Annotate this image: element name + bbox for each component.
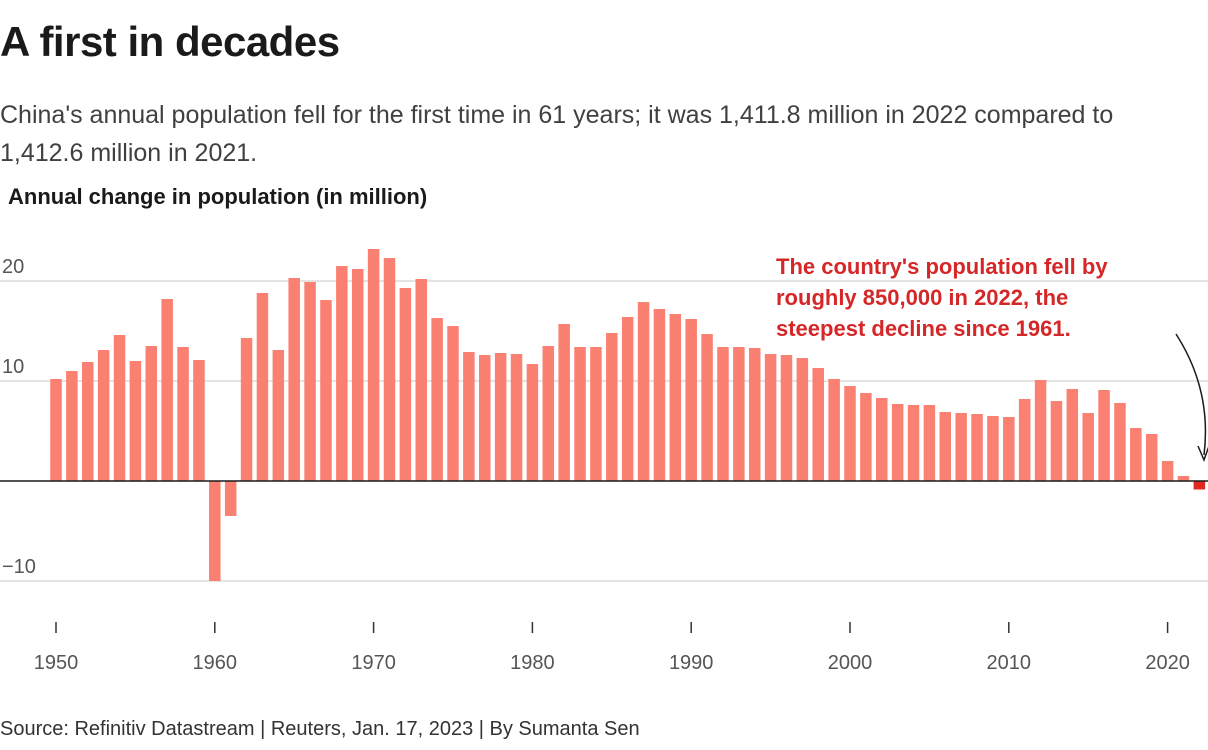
bar-1966 <box>304 282 316 481</box>
bar-1960 <box>209 481 221 581</box>
bar-2007 <box>955 413 967 481</box>
y-tick-label: −10 <box>2 556 36 578</box>
x-tick-label: 1950 <box>34 652 79 674</box>
bar-2006 <box>939 412 952 481</box>
x-tick-label: 2010 <box>987 652 1032 674</box>
bar-1974 <box>431 318 443 481</box>
bar-1995 <box>764 354 777 481</box>
annotation-text: The country's population fell by <box>776 254 1108 279</box>
bar-1972 <box>399 288 412 481</box>
bar-1961 <box>224 481 237 516</box>
bar-1988 <box>653 309 666 481</box>
bar-1955 <box>129 361 142 481</box>
bar-1969 <box>351 269 364 481</box>
bar-2021 <box>1177 476 1190 481</box>
bar-1999 <box>828 379 840 481</box>
bar-2014 <box>1066 389 1079 481</box>
bar-2009 <box>987 416 999 481</box>
bar-2002 <box>876 398 888 481</box>
bar-1956 <box>145 346 158 481</box>
bar-1984 <box>590 347 602 481</box>
bar-2010 <box>1003 417 1015 481</box>
chart-title: A first in decades <box>0 18 340 65</box>
bar-1952 <box>82 362 94 481</box>
bar-1951 <box>66 371 78 481</box>
bar-2011 <box>1018 399 1031 481</box>
bar-1965 <box>288 278 300 481</box>
bar-2004 <box>907 405 920 481</box>
y-axis-label: Annual change in population (in million) <box>8 184 428 209</box>
x-tick-label: 2020 <box>1145 652 1190 674</box>
bar-1994 <box>748 348 761 481</box>
x-tick-label: 1980 <box>510 652 555 674</box>
bar-1989 <box>669 314 682 481</box>
bar-1981 <box>542 346 555 481</box>
bar-1993 <box>733 347 745 481</box>
bar-1998 <box>812 368 824 481</box>
bar-1976 <box>463 352 475 481</box>
bar-2001 <box>860 393 872 481</box>
bar-2018 <box>1130 428 1142 481</box>
bar-2005 <box>923 405 936 481</box>
bar-2016 <box>1098 390 1110 481</box>
bar-2015 <box>1082 413 1094 481</box>
chart-subtitle: China's annual population fell for the f… <box>0 101 1114 167</box>
bar-1982 <box>558 324 570 481</box>
bar-1983 <box>574 347 586 481</box>
bar-1968 <box>336 266 348 481</box>
bar-2019 <box>1145 434 1158 481</box>
bar-1986 <box>621 317 634 481</box>
y-tick-label: 10 <box>2 356 24 378</box>
bar-1963 <box>256 293 269 481</box>
bar-1990 <box>685 319 697 481</box>
bar-1957 <box>161 299 173 481</box>
bar-1962 <box>240 338 253 481</box>
bar-2008 <box>971 414 983 481</box>
annotation-text: roughly 850,000 in 2022, the <box>776 285 1068 310</box>
x-tick-label: 2000 <box>828 652 873 674</box>
source-note: Source: Refinitiv Datastream | Reuters, … <box>0 718 640 740</box>
bar-1987 <box>637 302 650 481</box>
bar-1964 <box>272 350 285 481</box>
bar-1967 <box>320 300 332 481</box>
annotation-arrow <box>1175 333 1207 456</box>
bar-1996 <box>780 355 793 481</box>
bar-1978 <box>494 353 507 481</box>
bar-1958 <box>177 347 189 481</box>
annotation-text: steepest decline since 1961. <box>776 316 1071 341</box>
bar-1954 <box>113 335 126 481</box>
x-tick-label: 1960 <box>193 652 238 674</box>
bar-2017 <box>1114 403 1126 481</box>
bar-1959 <box>193 360 205 481</box>
bar-1977 <box>479 355 491 481</box>
bar-1950 <box>50 379 62 481</box>
bar-1971 <box>383 258 396 481</box>
x-tick-label: 1970 <box>351 652 396 674</box>
bar-1953 <box>97 350 110 481</box>
bar-1973 <box>415 279 427 481</box>
bar-1992 <box>717 347 729 481</box>
bar-1985 <box>606 333 618 481</box>
bar-2020 <box>1161 461 1174 481</box>
annotation-arrowhead <box>1197 445 1208 463</box>
bar-1991 <box>701 334 713 481</box>
bar-1970 <box>367 249 380 481</box>
bar-2000 <box>844 386 856 481</box>
bar-2013 <box>1050 401 1063 481</box>
bar-2012 <box>1034 380 1047 481</box>
bar-1980 <box>526 364 539 481</box>
bar-2003 <box>891 404 904 481</box>
bar-2022 <box>1193 481 1206 490</box>
x-tick-label: 1990 <box>669 652 714 674</box>
bar-1997 <box>796 358 809 481</box>
y-tick-label: 20 <box>2 256 24 278</box>
bar-1975 <box>447 326 459 481</box>
bar-1979 <box>510 354 523 481</box>
